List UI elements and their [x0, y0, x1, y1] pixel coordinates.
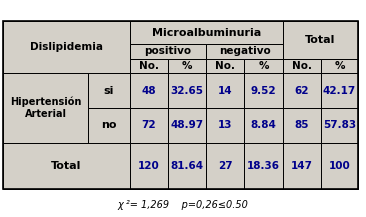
- Text: 72: 72: [142, 120, 156, 130]
- Bar: [3, 143, 130, 189]
- Bar: [321, 73, 358, 108]
- Text: 42.17: 42.17: [323, 85, 356, 95]
- Bar: [130, 44, 206, 59]
- Bar: [168, 73, 206, 108]
- Bar: [206, 108, 244, 143]
- Text: %: %: [334, 61, 345, 71]
- Bar: [283, 108, 321, 143]
- Text: 14: 14: [218, 85, 232, 95]
- Bar: [283, 143, 321, 189]
- Text: 27: 27: [218, 161, 232, 171]
- Text: 13: 13: [218, 120, 232, 130]
- Bar: [130, 59, 168, 73]
- Text: No.: No.: [139, 61, 159, 71]
- Text: 9.52: 9.52: [251, 85, 276, 95]
- Bar: [88, 73, 130, 108]
- Bar: [244, 108, 283, 143]
- Bar: [321, 143, 358, 189]
- Bar: [206, 143, 244, 189]
- Bar: [130, 73, 168, 108]
- Text: 57.83: 57.83: [323, 120, 356, 130]
- Text: 48: 48: [142, 85, 156, 95]
- Bar: [206, 73, 244, 108]
- Text: Total: Total: [305, 35, 336, 45]
- Bar: [283, 21, 358, 59]
- Bar: [3, 21, 130, 73]
- Text: no: no: [101, 120, 117, 130]
- Text: χ ²= 1,269    p=0,26≤0.50: χ ²= 1,269 p=0,26≤0.50: [117, 200, 249, 210]
- Text: 120: 120: [138, 161, 160, 171]
- Bar: [88, 108, 130, 143]
- Bar: [283, 59, 321, 73]
- Bar: [168, 108, 206, 143]
- Text: 62: 62: [295, 85, 309, 95]
- Bar: [130, 21, 283, 44]
- Bar: [283, 73, 321, 108]
- Text: Hipertensión
Arterial: Hipertensión Arterial: [10, 97, 81, 119]
- Text: No.: No.: [215, 61, 235, 71]
- Text: si: si: [104, 85, 114, 95]
- Text: 85: 85: [295, 120, 309, 130]
- Text: 100: 100: [329, 161, 350, 171]
- Text: %: %: [258, 61, 269, 71]
- Text: negativo: negativo: [219, 46, 270, 56]
- Bar: [130, 108, 168, 143]
- Bar: [244, 143, 283, 189]
- Bar: [3, 21, 358, 189]
- Text: 18.36: 18.36: [247, 161, 280, 171]
- Bar: [244, 73, 283, 108]
- Text: No.: No.: [292, 61, 312, 71]
- Bar: [206, 59, 244, 73]
- Text: Microalbuminuria: Microalbuminuria: [152, 28, 261, 38]
- Text: Total: Total: [51, 161, 82, 171]
- Bar: [206, 44, 283, 59]
- Text: Dislipidemia: Dislipidemia: [30, 42, 103, 52]
- Bar: [130, 143, 168, 189]
- Bar: [3, 73, 88, 143]
- Text: 8.84: 8.84: [251, 120, 276, 130]
- Text: %: %: [182, 61, 192, 71]
- Text: positivo: positivo: [145, 46, 191, 56]
- Bar: [321, 108, 358, 143]
- Bar: [168, 143, 206, 189]
- Bar: [244, 59, 283, 73]
- Text: 32.65: 32.65: [171, 85, 203, 95]
- Text: 147: 147: [291, 161, 313, 171]
- Bar: [321, 59, 358, 73]
- Bar: [168, 59, 206, 73]
- Text: 48.97: 48.97: [171, 120, 203, 130]
- Text: 81.64: 81.64: [171, 161, 203, 171]
